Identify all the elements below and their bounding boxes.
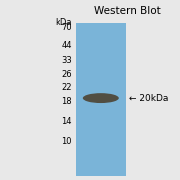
- Text: 44: 44: [62, 41, 72, 50]
- Bar: [76, 23, 126, 176]
- Ellipse shape: [83, 93, 119, 103]
- Text: 18: 18: [61, 97, 72, 106]
- Text: 14: 14: [62, 117, 72, 126]
- Text: 10: 10: [62, 137, 72, 146]
- Text: 33: 33: [61, 56, 72, 65]
- Text: kDa: kDa: [55, 18, 72, 27]
- Text: ← 20kDa: ← 20kDa: [129, 94, 168, 103]
- Text: 26: 26: [61, 70, 72, 79]
- Text: 22: 22: [62, 83, 72, 92]
- Text: Western Blot: Western Blot: [94, 6, 161, 16]
- Text: 70: 70: [61, 23, 72, 32]
